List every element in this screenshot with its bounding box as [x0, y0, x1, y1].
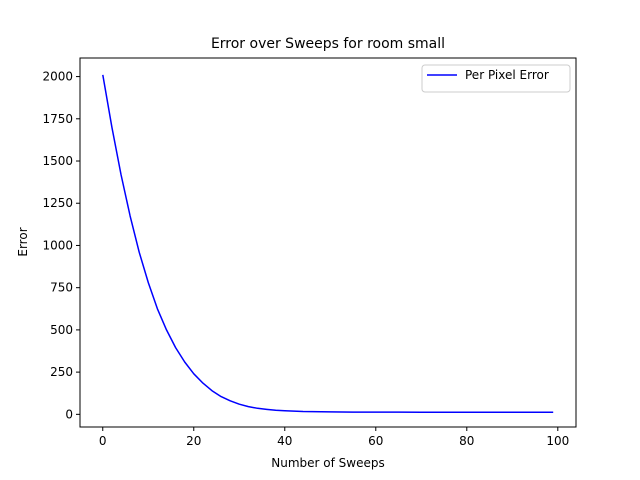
chart-title: Error over Sweeps for room small	[211, 36, 445, 52]
x-axis-ticks: 0 20 40 60 80 100	[99, 427, 569, 448]
x-tick-label: 40	[277, 434, 292, 448]
x-tick-label: 80	[459, 434, 474, 448]
legend-box	[421, 64, 571, 93]
y-tick-label: 0	[65, 407, 73, 421]
y-tick-label: 1500	[42, 154, 73, 168]
x-axis-title: Number of Sweeps	[271, 456, 384, 470]
y-tick-label: 250	[50, 365, 73, 379]
series-line	[102, 74, 554, 414]
plot-frame	[79, 57, 577, 428]
y-tick-label: 500	[50, 323, 73, 337]
y-axis-title: Error	[16, 227, 30, 256]
y-tick-label: 1000	[42, 238, 73, 252]
y-tick-label: 1750	[42, 112, 73, 126]
legend: Per Pixel Error	[421, 64, 571, 93]
series-layer	[102, 74, 554, 414]
y-tick-label: 1250	[42, 196, 73, 210]
plot-area	[80, 58, 576, 427]
x-tick-label: 60	[368, 434, 383, 448]
y-tick-label: 750	[50, 281, 73, 295]
y-axis-ticks: 0 250 500 750 1000 1250 1500 1750 2000	[42, 70, 80, 421]
x-tick-label: 0	[99, 434, 107, 448]
x-tick-label: 100	[546, 434, 569, 448]
x-tick-label: 20	[186, 434, 201, 448]
legend-label: Per Pixel Error	[465, 68, 549, 82]
y-tick-label: 2000	[42, 70, 73, 84]
